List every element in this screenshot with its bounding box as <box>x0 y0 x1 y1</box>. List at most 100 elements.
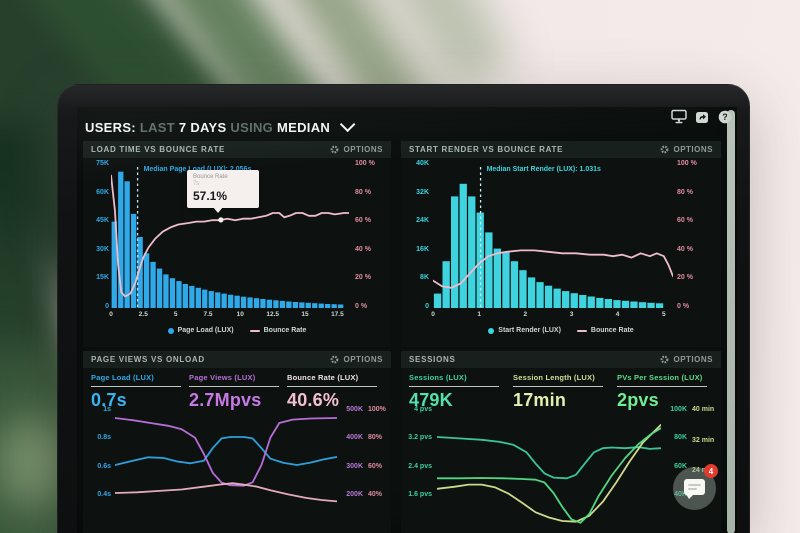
bar-line-chart-svg <box>111 167 349 308</box>
notification-badge: 4 <box>704 464 718 478</box>
axis-label: 40K <box>674 490 687 498</box>
axis-label: 0.8s <box>97 434 111 442</box>
axis-label: 300K <box>346 462 363 470</box>
range-value: 7 DAYS <box>178 119 227 135</box>
chat-icon <box>684 479 705 499</box>
metric-divider <box>287 386 377 387</box>
options-label: OPTIONS <box>343 145 383 154</box>
panel-header: PAGE VIEWS VS ONLOAD OPTIONS <box>83 351 391 368</box>
axis-label: 0 % <box>355 302 368 310</box>
axis-label: 0 % <box>677 302 690 310</box>
tooltip-value: 57.1% <box>193 189 228 203</box>
axis-label: 60 % <box>355 217 371 225</box>
axis-label: 3.2 pvs <box>408 434 432 442</box>
metric-divider <box>617 386 707 387</box>
legend-dot-icon <box>488 327 495 334</box>
options-button[interactable]: OPTIONS <box>660 145 713 154</box>
axis-label: 32 min <box>692 436 715 444</box>
tooltip-sub: 7s <box>193 181 200 187</box>
options-button[interactable]: OPTIONS <box>660 355 713 364</box>
panel-sessions: SESSIONS OPTIONS Sessions (LUX) 479K Ses… <box>401 351 721 533</box>
axis-label: 80% <box>368 434 383 442</box>
metric-divider <box>91 386 181 387</box>
axis-label: 40% <box>368 490 383 498</box>
panel-header: LOAD TIME VS BOUNCE RATE OPTIONS <box>83 141 391 158</box>
legend-line-icon <box>576 329 587 332</box>
axis-label: 24 min <box>692 467 714 475</box>
axis-label: 16K <box>416 245 429 253</box>
metric-session-length: Session Length (LUX) 17min <box>513 373 609 411</box>
legend-item: Page Load (LUX) <box>167 327 234 334</box>
range-prefix: LAST <box>139 119 175 135</box>
metric-value: 0.7s <box>91 390 127 410</box>
metric-page-load: Page Load (LUX) 0.7s <box>91 373 187 411</box>
load-time-chart[interactable]: Median Page Load (LUX): 2.056s Bounce Ra… <box>111 164 349 308</box>
panel-header: START RENDER VS BOUNCE RATE OPTIONS <box>401 141 721 158</box>
scrollbar[interactable] <box>727 110 735 533</box>
sessions-chart[interactable] <box>437 403 661 533</box>
axis-label: 1s <box>103 406 111 413</box>
options-button[interactable]: OPTIONS <box>330 355 383 364</box>
tooltip-title: Bounce Rate <box>193 174 228 180</box>
display-icon[interactable] <box>671 109 687 124</box>
axis-label: 0 <box>425 302 429 310</box>
axis-label: 1.6 pvs <box>408 490 432 498</box>
axis-label: 40 % <box>677 245 693 253</box>
axis-label: 0 <box>105 302 109 310</box>
help-glyph: ? <box>722 112 728 122</box>
x-axis-tick: 5 <box>173 311 178 318</box>
x-axis-tick: 10 <box>236 311 244 318</box>
y-axis-right: 100 % 80 % 60 % 40 % 20 % 0 % <box>677 160 711 310</box>
y-axis-left: 40K 32K 24K 16K 8K 0 <box>401 160 429 310</box>
y-axis-right-k: 500K 400K 300K 200K <box>339 406 363 498</box>
chevron-down-icon[interactable] <box>339 116 356 132</box>
metric-value: 40.6% <box>287 390 340 410</box>
metric-label: Page Views (LUX) <box>189 373 256 382</box>
x-axis-tick: 15 <box>301 311 309 318</box>
axis-label: 60K <box>674 462 687 470</box>
y-axis-left: 1s 0.8s 0.6s 0.4s <box>83 406 111 498</box>
axis-label: 0.4s <box>97 490 111 498</box>
metric-label: Session Length (LUX) <box>513 373 595 382</box>
x-axis-tick: 2.5 <box>138 311 148 318</box>
page-title[interactable]: USERS: LAST 7 DAYS USING MEDIAN <box>85 116 356 135</box>
metric-divider <box>513 386 603 387</box>
y-axis-right: 100 % 80 % 60 % 40 % 20 % 0 % <box>355 160 389 310</box>
y-axis-right-pct: 100% 80% 60% 40% <box>368 406 392 498</box>
metrics-row: Sessions (LUX) 479K Session Length (LUX)… <box>401 373 721 411</box>
axis-label: 40K <box>416 160 429 167</box>
multi-line-chart-svg <box>115 417 337 503</box>
axis-label: 100% <box>368 406 386 413</box>
start-render-chart[interactable]: Median Start Render (LUX): 1.031s <box>433 164 673 308</box>
x-axis-tick: 1 <box>477 311 481 318</box>
axis-label: 60 % <box>677 217 693 225</box>
options-button[interactable]: OPTIONS <box>330 145 383 154</box>
axis-label: 60% <box>368 462 383 470</box>
y-axis-left: 4 pvs 3.2 pvs 2.4 pvs 1.6 pvs <box>401 406 432 498</box>
metric-sessions: Sessions (LUX) 479K <box>409 373 505 411</box>
legend-item: Start Render (LUX) <box>488 327 561 334</box>
metric-selector[interactable]: MEDIAN <box>277 119 331 135</box>
median-annotation: Median Page Load (LUX): 2.056s <box>143 166 252 173</box>
x-axis-tick: 0 <box>109 311 113 318</box>
axis-label: 40 min <box>692 406 715 413</box>
legend-line-icon <box>249 329 260 332</box>
legend-item: Bounce Rate <box>576 327 634 334</box>
panel-title: LOAD TIME VS BOUNCE RATE <box>91 145 225 154</box>
axis-label: 80 % <box>355 188 371 196</box>
panel-load-time: LOAD TIME VS BOUNCE RATE OPTIONS 75K 60K 4… <box>83 141 391 347</box>
x-axis-tick: 3 <box>569 311 574 318</box>
axis-label: 15K <box>96 274 109 282</box>
laptop-frame: USERS: LAST 7 DAYS USING MEDIAN ? <box>57 84 750 533</box>
chat-widget-button[interactable]: 4 <box>673 464 718 510</box>
axis-label: 4 pvs <box>414 406 432 413</box>
y-axis-right-min: 40 min 32 min 24 min <box>692 406 719 498</box>
share-icon[interactable] <box>694 109 710 124</box>
legend-dot-icon <box>167 327 174 334</box>
metric-pvs-per-session: PVs Per Session (LUX) 2pvs <box>617 373 713 411</box>
page-views-chart[interactable] <box>115 403 337 533</box>
dashboard-screen: USERS: LAST 7 DAYS USING MEDIAN ? <box>77 107 737 533</box>
metric-value: 479K <box>409 390 453 410</box>
using-label: USING <box>230 119 274 135</box>
